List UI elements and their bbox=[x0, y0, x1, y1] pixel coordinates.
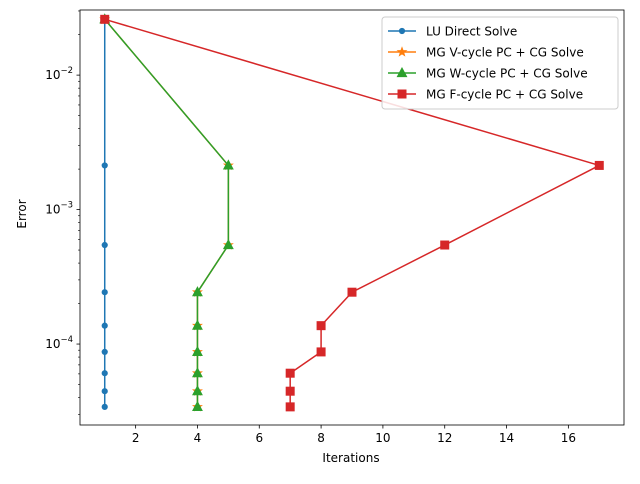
plot-frame bbox=[79, 9, 625, 426]
series-3-point bbox=[192, 286, 203, 297]
series-4 bbox=[100, 14, 604, 412]
series-1-point bbox=[101, 370, 108, 377]
legend-label: LU Direct Solve bbox=[426, 25, 517, 39]
series-3-point bbox=[222, 159, 234, 170]
x-tick-label: 8 bbox=[317, 431, 325, 445]
series-1 bbox=[101, 16, 108, 410]
legend-marker bbox=[398, 27, 406, 35]
legend-box bbox=[381, 16, 619, 110]
legend-entry-4: MG F-cycle PC + CG Solve bbox=[388, 88, 583, 102]
legend-entry-3: MG W-cycle PC + CG Solve bbox=[388, 67, 588, 81]
y-tick-label: 10−2 bbox=[45, 66, 73, 82]
legend-marker bbox=[397, 89, 407, 99]
series-3-point bbox=[192, 345, 203, 357]
legend: LU Direct Solve MG V-cycle PC + CG Solve M… bbox=[381, 16, 619, 110]
plot-marks bbox=[99, 13, 604, 412]
series-3-point bbox=[222, 238, 234, 250]
series-4-point bbox=[285, 386, 295, 396]
series-1-point bbox=[101, 348, 108, 356]
series-3-point bbox=[192, 400, 203, 411]
series-4-point bbox=[316, 347, 326, 357]
series-3-point bbox=[192, 319, 203, 330]
x-tick-label: 14 bbox=[499, 431, 514, 445]
series-2-line bbox=[104, 18, 230, 407]
x-tick-label: 4 bbox=[194, 431, 202, 445]
series-3-line bbox=[104, 18, 230, 407]
legend-marker bbox=[396, 66, 408, 78]
series-1-point bbox=[101, 403, 108, 410]
series-4-point bbox=[594, 160, 604, 170]
series-4-point bbox=[347, 287, 357, 297]
legend-label: MG W-cycle PC + CG Solve bbox=[426, 67, 588, 81]
y-axis-label: Error bbox=[15, 199, 29, 228]
series-4-point bbox=[440, 240, 450, 250]
x-tick-label: 2 bbox=[132, 431, 140, 445]
series-1-point bbox=[101, 241, 108, 249]
y-tick-label: 10−4 bbox=[45, 335, 73, 351]
legend-entry-2: MG V-cycle PC + CG Solve bbox=[388, 46, 584, 60]
series-1-point bbox=[101, 289, 108, 296]
x-tick-label: 6 bbox=[255, 431, 263, 445]
x-tick-label: 12 bbox=[437, 431, 452, 445]
legend-label: MG V-cycle PC + CG Solve bbox=[426, 46, 584, 60]
x-tick-label: 10 bbox=[375, 431, 390, 445]
legend-label: MG F-cycle PC + CG Solve bbox=[426, 88, 583, 102]
series-1-point bbox=[101, 322, 108, 329]
axes: 2 4 6 8 10 12 14 16 10−4 10−3 10−2 bbox=[45, 9, 625, 445]
series-4-point bbox=[285, 402, 295, 412]
series-1-point bbox=[101, 388, 108, 395]
series-3 bbox=[99, 13, 234, 411]
series-1-point bbox=[101, 162, 108, 169]
series-4-point bbox=[285, 368, 295, 378]
series-4-point bbox=[100, 14, 110, 24]
legend-entry-1: LU Direct Solve bbox=[388, 25, 517, 39]
series-4-point bbox=[316, 321, 326, 331]
y-tick-label: 10−3 bbox=[45, 201, 73, 217]
legend-marker bbox=[396, 46, 408, 57]
series-3-point bbox=[192, 367, 203, 378]
x-axis-label: Iterations bbox=[322, 451, 379, 465]
series-2 bbox=[99, 13, 234, 412]
series-3-point bbox=[192, 385, 203, 396]
x-tick-label: 16 bbox=[561, 431, 576, 445]
